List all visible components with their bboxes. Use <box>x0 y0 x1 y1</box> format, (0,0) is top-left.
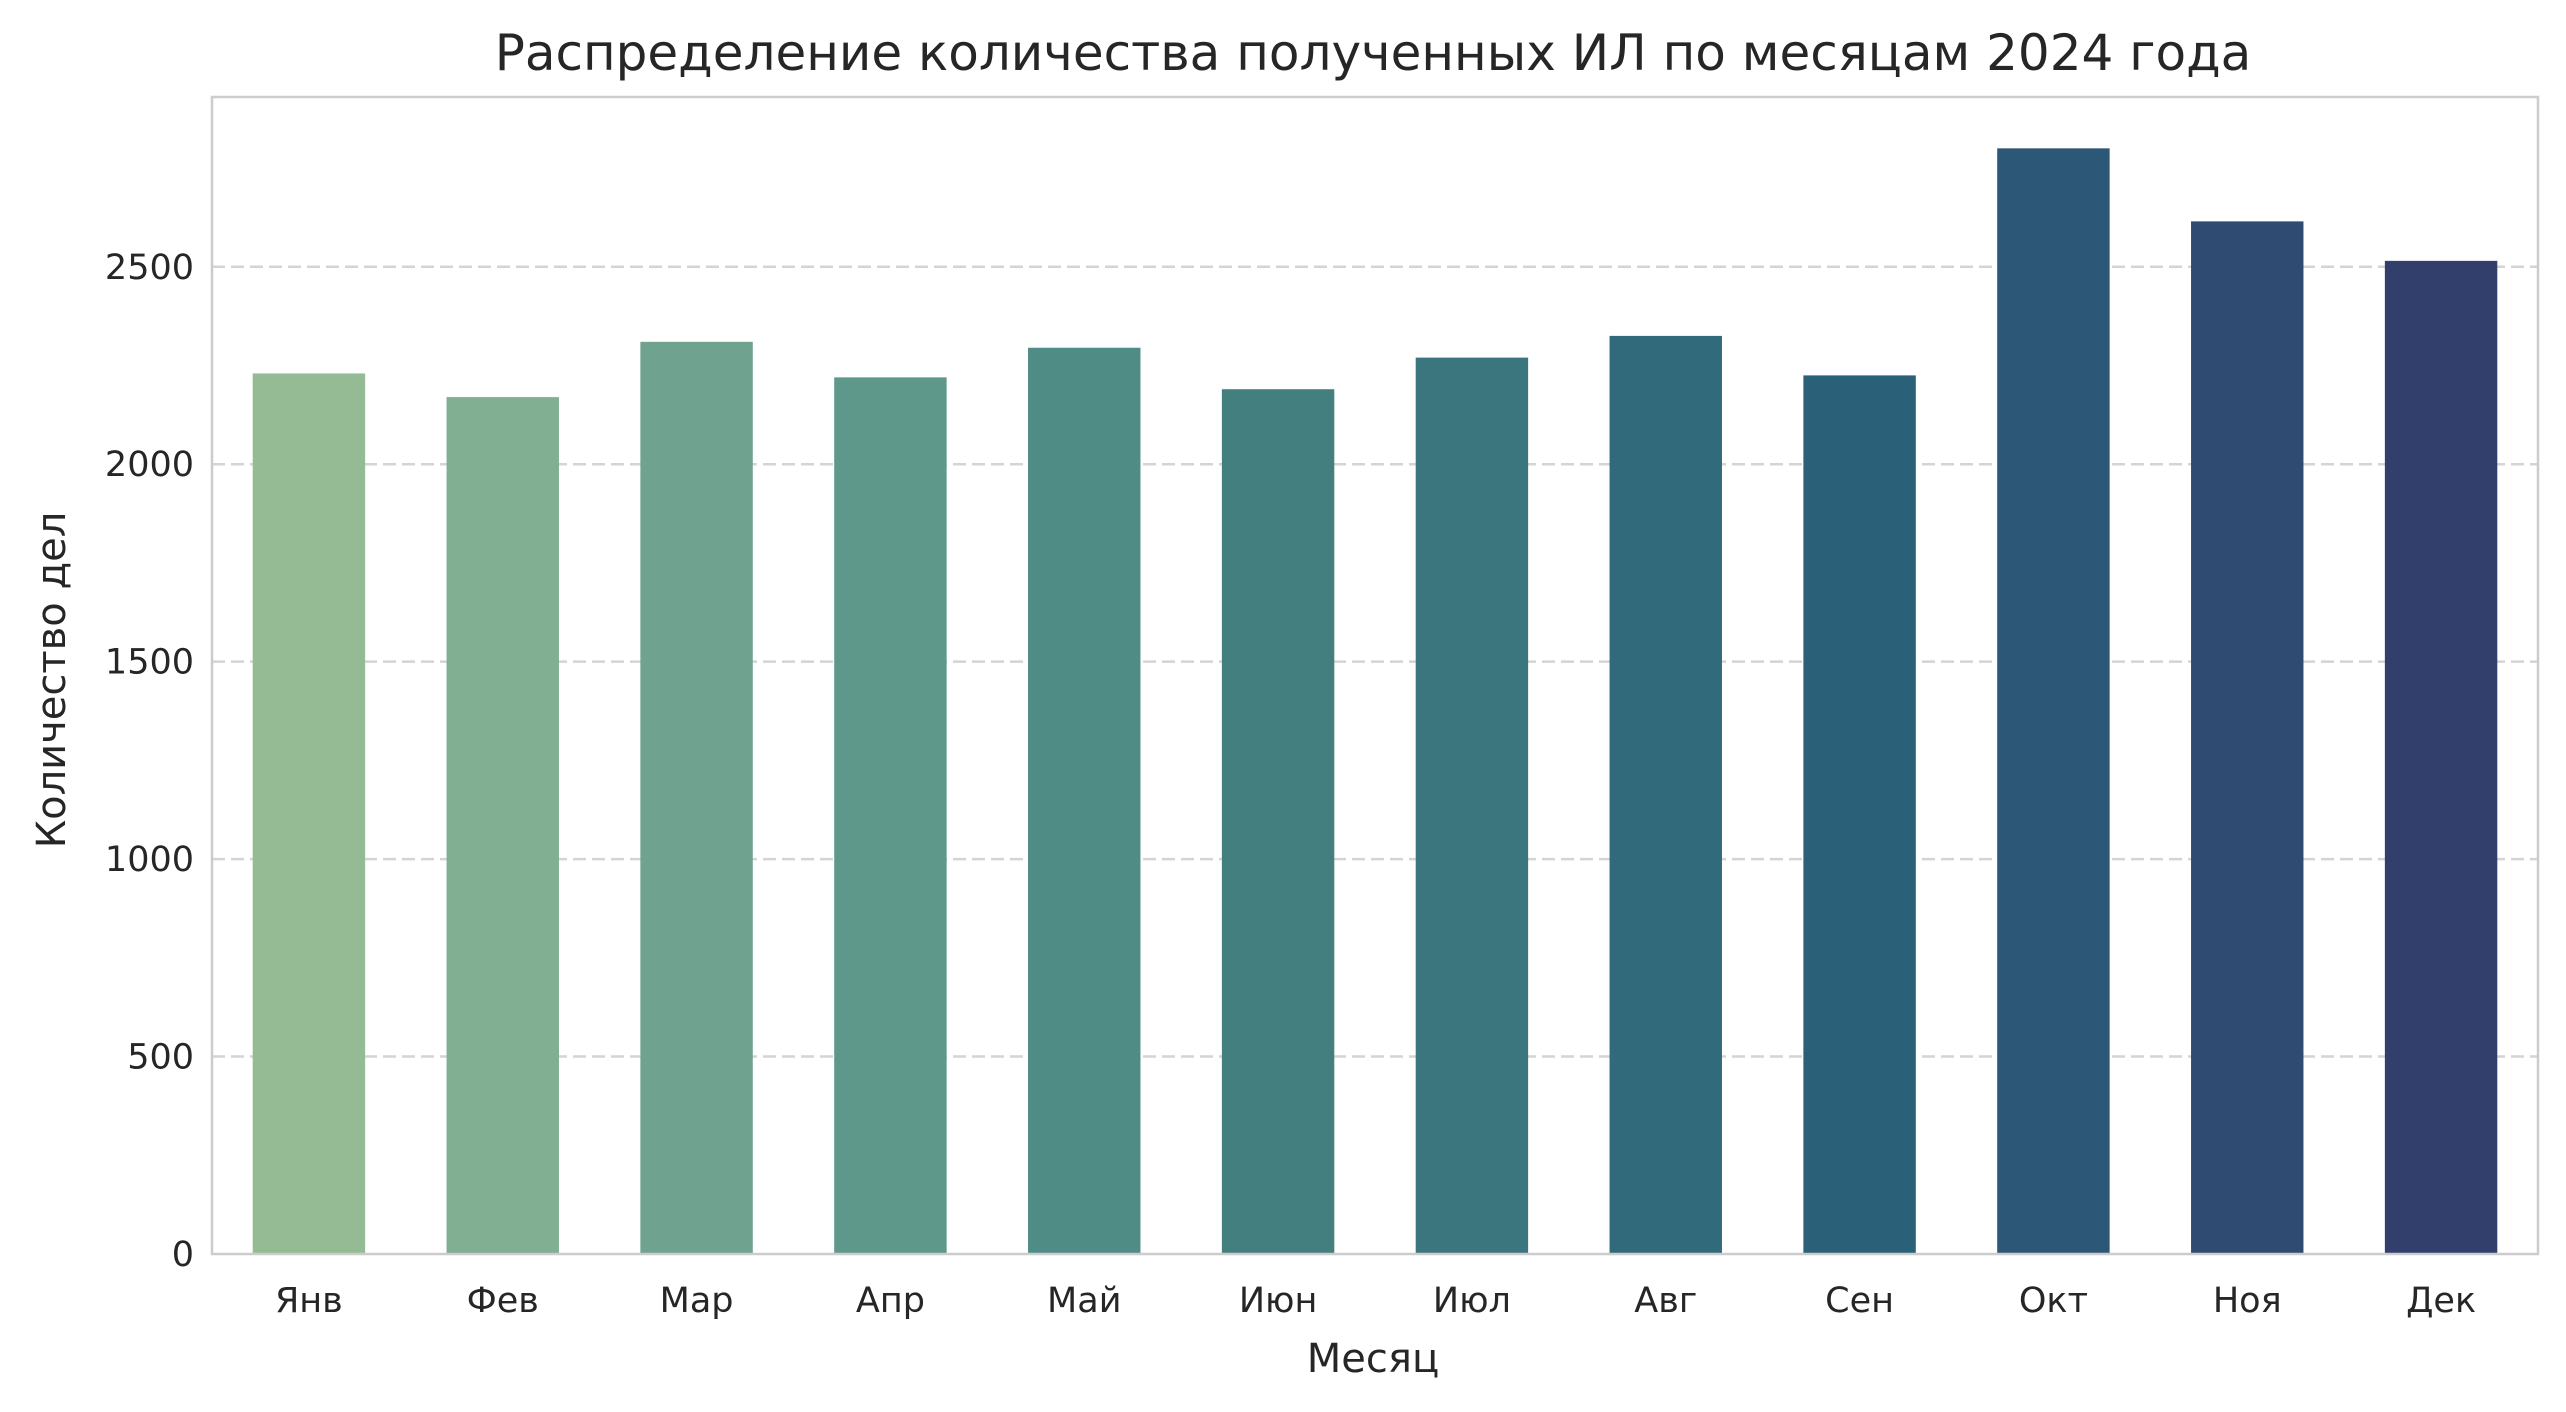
y-tick-label: 2500 <box>105 248 194 288</box>
bar-3 <box>640 341 753 1254</box>
bar-9 <box>1803 375 1916 1255</box>
y-tick-label: 2000 <box>105 445 194 485</box>
x-tick-label: Дек <box>2406 1281 2476 1321</box>
x-tick-label: Ноя <box>2213 1281 2282 1321</box>
x-tick-label: Июн <box>1239 1281 1318 1321</box>
y-ticks: 0 500 1000 1500 2000 2500 <box>105 248 194 1275</box>
x-tick-label: Авг <box>1634 1281 1697 1321</box>
x-tick-label: Фев <box>467 1281 539 1321</box>
x-tick-label: Июл <box>1433 1281 1511 1321</box>
bar-12 <box>2384 260 2498 1254</box>
bar-1 <box>252 373 366 1254</box>
bar-2 <box>446 397 559 1254</box>
bar-5 <box>1028 347 1141 1254</box>
x-tick-label: Май <box>1047 1281 1121 1321</box>
bar-7 <box>1415 357 1529 1254</box>
x-tick-label: Мар <box>660 1281 734 1321</box>
y-tick-label: 1000 <box>105 840 194 880</box>
x-tick-label: Окт <box>2019 1281 2088 1321</box>
bar-8 <box>1609 335 1722 1255</box>
y-tick-label: 1500 <box>105 643 194 683</box>
bar-10 <box>1997 148 2110 1254</box>
bar-6 <box>1221 389 1335 1254</box>
bar-4 <box>834 377 947 1254</box>
y-axis-label: Количество дел <box>29 512 75 849</box>
grid-lines <box>212 265 2538 1058</box>
y-tick-label: 500 <box>127 1038 194 1078</box>
y-tick-label: 0 <box>172 1235 194 1275</box>
bar-11 <box>2191 221 2304 1255</box>
x-tick-label: Янв <box>275 1281 343 1321</box>
x-tick-label: Сен <box>1825 1281 1894 1321</box>
plot-frame <box>210 95 2540 1256</box>
x-axis-label: Месяц <box>1307 1336 1439 1382</box>
x-tick-label: Апр <box>856 1281 925 1321</box>
chart-title: Распределение количества полученных ИЛ п… <box>495 24 2252 82</box>
x-ticks: Янв Фев Мар Апр Май Июн Июл Авг Сен Окт Ноя Дек <box>275 1281 2476 1321</box>
bars <box>252 148 2498 1255</box>
